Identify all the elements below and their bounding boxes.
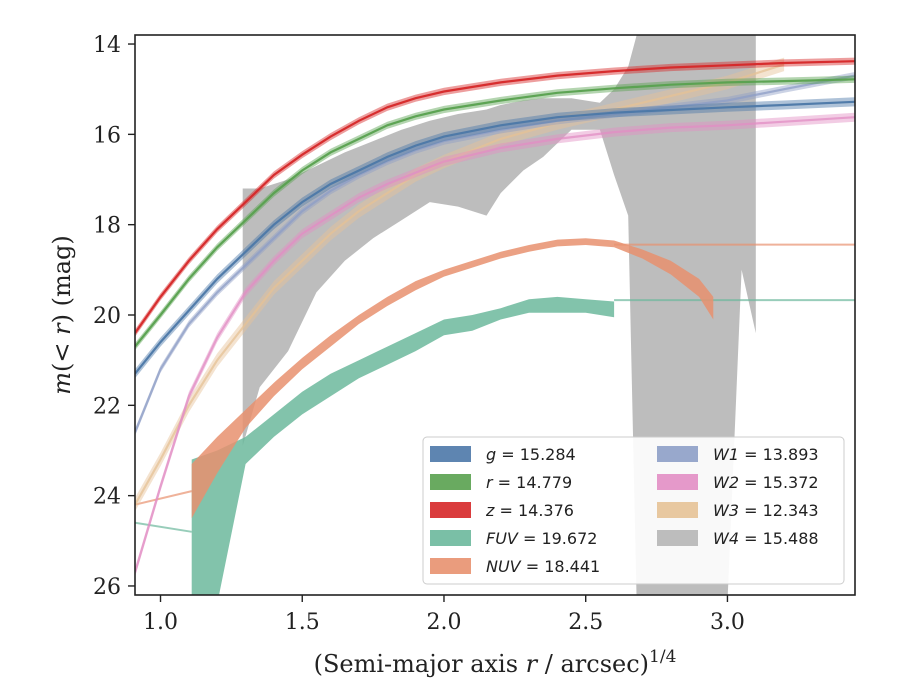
series-w4 <box>242 35 756 595</box>
legend-label: NUV = 18.441 <box>486 557 600 576</box>
y-tick-label: 22 <box>93 394 121 419</box>
legend-item-w4: W4 = 15.488 <box>657 529 819 548</box>
plot-area <box>135 35 855 595</box>
legend-label: W3 = 12.343 <box>713 501 819 520</box>
legend-box <box>422 436 845 585</box>
x-tick-label: 2.0 <box>426 610 461 635</box>
legend: g = 15.284 r = 14.779 z = 14.376 FUV = 19.6… <box>422 436 845 585</box>
x-axis-ticks: 1.0 1.5 2.0 2.5 3.0 <box>143 595 745 635</box>
legend-label: g = 15.284 <box>486 445 576 464</box>
line-w3 <box>135 63 785 506</box>
legend-label: W1 = 13.893 <box>713 445 819 464</box>
inner-line-nuv <box>135 490 192 506</box>
series-fuv <box>135 296 855 595</box>
x-axis-label: (Semi-major axis r / arcsec)1/4 <box>314 647 677 678</box>
line-w1 <box>135 74 855 433</box>
legend-label: FUV = 19.672 <box>486 529 597 548</box>
x-tick-label: 3.0 <box>710 610 745 635</box>
legend-item-w1: W1 = 13.893 <box>657 445 819 464</box>
legend-item-nuv: NUV = 18.441 <box>430 557 600 576</box>
band-fuv <box>191 296 615 595</box>
y-tick-label: 26 <box>93 575 121 600</box>
legend-swatch <box>430 558 471 574</box>
legend-label: r = 14.779 <box>486 473 572 492</box>
y-tick-label: 24 <box>93 485 121 510</box>
legend-swatch <box>657 474 698 490</box>
inner-line-fuv <box>135 521 192 533</box>
line-g <box>135 100 855 375</box>
y-axis-ticks: 14 16 18 20 22 24 26 <box>93 33 135 600</box>
band-w2 <box>135 112 855 577</box>
band-nuv <box>191 238 714 519</box>
legend-item-g: g = 15.284 <box>430 445 576 464</box>
x-tick-label: 2.5 <box>568 610 603 635</box>
series-w2 <box>135 112 855 577</box>
series-w3 <box>135 57 785 512</box>
legend-swatch <box>430 474 471 490</box>
legend-item-fuv: FUV = 19.672 <box>430 529 597 548</box>
legend-item-w3: W3 = 12.343 <box>657 501 819 520</box>
line-w2 <box>135 116 855 573</box>
legend-item-r: r = 14.779 <box>430 473 572 492</box>
legend-item-z: z = 14.376 <box>430 501 574 520</box>
legend-label: W2 = 15.372 <box>713 473 819 492</box>
band-w4 <box>242 35 756 595</box>
line-z <box>135 60 855 334</box>
legend-swatch <box>430 530 471 546</box>
y-tick-label: 14 <box>93 33 121 58</box>
series-w1 <box>135 72 855 436</box>
series-g <box>135 97 855 379</box>
x-tick-label: 1.0 <box>143 610 178 635</box>
legend-swatch <box>430 502 471 518</box>
line-r <box>135 78 855 348</box>
y-tick-label: 18 <box>93 214 121 239</box>
legend-swatch <box>657 446 698 462</box>
legend-item-w2: W2 = 15.372 <box>657 473 819 492</box>
y-tick-label: 20 <box>93 304 121 329</box>
series-r <box>135 75 855 351</box>
series-nuv <box>135 238 855 519</box>
legend-label: z = 14.376 <box>485 501 574 520</box>
legend-swatch <box>657 502 698 518</box>
y-tick-label: 16 <box>93 123 121 148</box>
legend-swatch <box>430 446 471 462</box>
y-axis-label: m(< r) (mag) <box>48 235 76 395</box>
series-z <box>135 57 855 337</box>
legend-label: W4 = 15.488 <box>713 529 819 548</box>
legend-swatch <box>657 530 698 546</box>
x-tick-label: 1.5 <box>285 610 320 635</box>
